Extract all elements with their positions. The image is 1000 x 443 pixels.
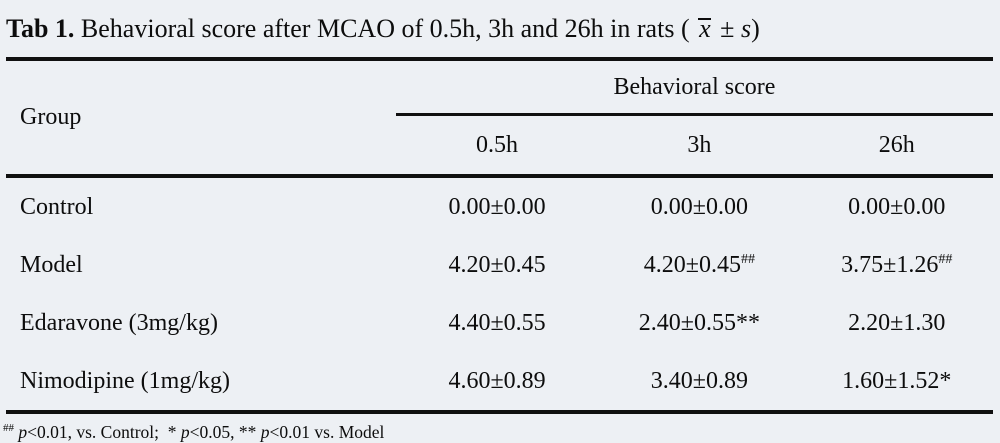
value-cell: 3.40±0.89	[598, 352, 801, 414]
table-footnote: ## p<0.01, vs. Control; * p<0.05, ** p<0…	[0, 414, 1000, 443]
group-cell: Model	[20, 251, 83, 278]
table-caption-text: Tab 1. Behavioral score after MCAO of 0.…	[6, 14, 760, 44]
footnote-p2: p	[180, 422, 190, 442]
footnote-t1: <0.01, vs. Control; *	[27, 422, 181, 442]
value-cell: 3.75±1.26##	[841, 251, 953, 278]
value-cell: 0.00±0.00	[448, 193, 546, 220]
footnote-hash-mark: ##	[3, 422, 14, 435]
group-cell: Nimodipine (1mg/kg)	[6, 352, 396, 414]
value-cell: 0.00±0.00	[650, 193, 748, 220]
xbar-symbol: x	[696, 14, 714, 44]
value-cell: 4.60±0.89	[395, 352, 599, 414]
time-col-header: 3h	[598, 114, 801, 178]
value-cell: 4.40±0.55	[448, 309, 546, 336]
s-symbol: s	[740, 13, 752, 43]
caption-close-paren: )	[751, 13, 760, 43]
value-cell: 2.40±0.55**	[638, 309, 760, 336]
group-cell: Edaravone (3mg/kg)	[20, 309, 218, 336]
footnote-t3: <0.01 vs. Model	[269, 422, 385, 442]
group-cell: Control	[20, 193, 94, 220]
behavioral-score-table: Group Behavioral score 0.5h 3h 26h Contr…	[6, 57, 993, 414]
time-col-header: 26h	[800, 114, 993, 178]
significance-mark: ##	[740, 251, 755, 267]
value-cell: 0.00±0.00	[848, 193, 946, 220]
group-header-cell: Group	[6, 59, 396, 178]
value-cell: 4.20±0.45##	[643, 251, 755, 278]
table-row: Edaravone (3mg/kg) 4.40±0.55 2.40±0.55**…	[6, 294, 993, 352]
table-caption: Tab 1. Behavioral score after MCAO of 0.…	[0, 0, 1000, 57]
span-header-cell: Behavioral score	[395, 59, 993, 116]
time-col-header: 0.5h	[395, 114, 599, 178]
table-row: Model 4.20±0.45 4.20±0.45## 3.75±1.26##	[6, 236, 993, 294]
footnote-p3: p	[260, 422, 270, 442]
footnote-t2: <0.05, **	[189, 422, 261, 442]
plusminus-symbol: ±	[713, 13, 741, 43]
table-row: Control 0.00±0.00 0.00±0.00 0.00±0.00	[6, 176, 993, 236]
value-cell: 2.20±1.30	[848, 309, 946, 336]
footnote-p1: p	[14, 422, 28, 442]
significance-mark: ##	[938, 251, 953, 267]
caption-label: Tab 1.	[6, 13, 75, 43]
value-cell: 4.20±0.45	[448, 251, 546, 278]
value-cell: 1.60±1.52*	[800, 352, 993, 414]
table-row: Nimodipine (1mg/kg) 4.60±0.89 3.40±0.89 …	[6, 352, 993, 414]
caption-body: Behavioral score after MCAO of 0.5h, 3h …	[74, 13, 697, 43]
